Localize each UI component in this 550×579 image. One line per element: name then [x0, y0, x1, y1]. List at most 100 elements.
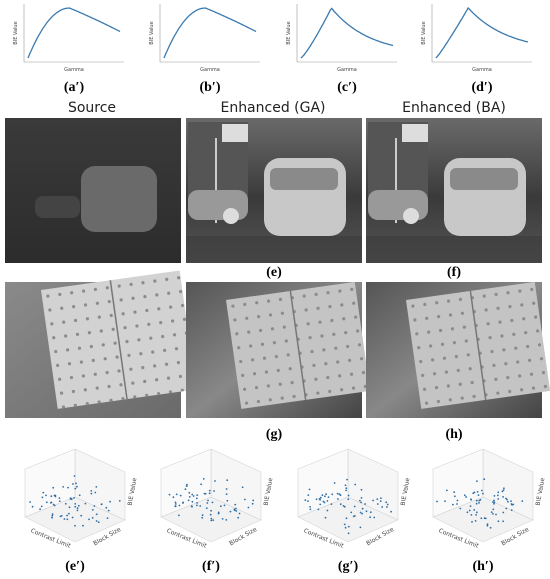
point: [196, 494, 199, 496]
point: [73, 475, 76, 477]
point: [247, 506, 250, 509]
point: [211, 501, 214, 504]
point: [510, 509, 513, 511]
point: [463, 494, 466, 497]
point: [210, 519, 213, 522]
point: [179, 494, 182, 497]
point: [68, 512, 70, 515]
point: [502, 520, 504, 523]
point: [210, 509, 213, 512]
point: [95, 486, 98, 488]
point: [205, 507, 208, 509]
point: [196, 502, 199, 504]
point: [480, 489, 483, 492]
point: [490, 511, 493, 513]
point: [45, 501, 48, 504]
panel-label: (c′): [337, 80, 357, 95]
point: [191, 505, 193, 508]
point: [88, 518, 90, 521]
image-label: (h): [445, 427, 462, 442]
point: [486, 523, 489, 526]
point: [465, 496, 467, 498]
point: [307, 500, 309, 502]
point: [326, 500, 329, 502]
van: [81, 166, 157, 232]
point: [361, 507, 364, 510]
point: [74, 487, 77, 490]
point: [483, 517, 486, 520]
point: [74, 524, 76, 527]
point: [94, 491, 97, 494]
point: [347, 525, 350, 528]
panel-label: (a′): [64, 80, 85, 95]
point: [507, 500, 509, 503]
point: [327, 496, 330, 498]
point: [489, 526, 492, 529]
point: [325, 493, 327, 496]
panel-split: [289, 290, 307, 400]
point: [91, 509, 94, 511]
point: [365, 510, 368, 513]
point: [475, 511, 478, 514]
solar-panel: [225, 281, 371, 409]
point: [51, 514, 54, 517]
point: [459, 507, 462, 510]
point: [505, 507, 508, 510]
panel-split: [109, 280, 128, 400]
point: [492, 513, 494, 515]
point: [84, 502, 87, 505]
point: [376, 498, 379, 500]
point: [66, 514, 68, 517]
point: [93, 505, 96, 507]
point: [40, 505, 43, 508]
point: [380, 497, 382, 499]
point: [39, 508, 41, 510]
point: [492, 508, 495, 511]
panel-label: (e′): [65, 559, 85, 574]
point: [217, 512, 220, 515]
point: [206, 502, 209, 504]
point: [75, 482, 77, 485]
point: [241, 486, 244, 489]
point: [379, 500, 382, 502]
point: [252, 499, 255, 502]
point: [188, 496, 191, 498]
point: [74, 505, 77, 508]
point: [480, 517, 483, 520]
panel-split: [469, 290, 487, 400]
point: [354, 483, 357, 486]
point: [360, 497, 363, 499]
point: [52, 486, 55, 489]
point: [201, 514, 204, 517]
y-axis-label: BIE Value: [421, 21, 427, 44]
point: [476, 491, 479, 493]
point: [62, 486, 65, 488]
point: [200, 483, 203, 486]
z-axis-label: BIE Value: [263, 477, 275, 506]
point: [223, 504, 226, 507]
point: [470, 514, 473, 516]
point: [350, 511, 353, 514]
point: [74, 503, 77, 505]
point: [497, 494, 499, 497]
point: [172, 496, 175, 499]
point: [342, 505, 345, 507]
point: [324, 516, 327, 519]
side-wall: [160, 448, 212, 518]
point: [31, 505, 34, 508]
point: [76, 507, 79, 510]
panel-label: (f′): [202, 559, 220, 574]
column-title: Enhanced (BA): [402, 100, 506, 116]
point: [360, 488, 363, 491]
point: [376, 503, 379, 505]
point: [474, 520, 477, 522]
point: [475, 499, 478, 502]
point: [192, 495, 195, 497]
point: [58, 500, 61, 502]
point: [64, 502, 67, 505]
point: [42, 491, 45, 494]
column-title: Enhanced (GA): [220, 100, 325, 116]
point: [178, 514, 180, 517]
point: [174, 501, 177, 504]
point: [493, 501, 496, 504]
